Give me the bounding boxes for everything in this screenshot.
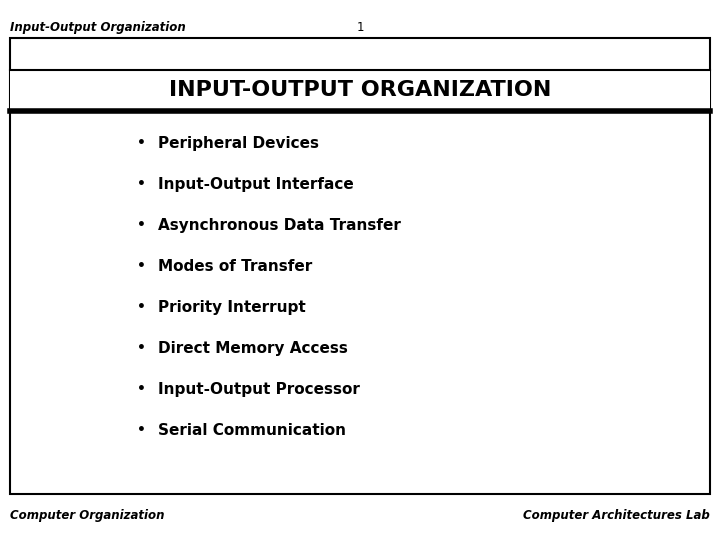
Text: Input-Output Processor: Input-Output Processor <box>158 382 360 397</box>
Text: •: • <box>137 341 145 355</box>
Text: Input-Output Interface: Input-Output Interface <box>158 177 354 192</box>
Text: •: • <box>137 259 145 273</box>
Bar <box>10 70 710 111</box>
Text: •: • <box>137 382 145 396</box>
Text: Serial Communication: Serial Communication <box>158 423 346 438</box>
Text: Peripheral Devices: Peripheral Devices <box>158 136 320 151</box>
Text: •: • <box>137 300 145 314</box>
Text: Asynchronous Data Transfer: Asynchronous Data Transfer <box>158 218 401 233</box>
Text: •: • <box>137 136 145 150</box>
Text: 1: 1 <box>356 21 364 33</box>
Text: Computer Organization: Computer Organization <box>10 509 165 522</box>
Text: Modes of Transfer: Modes of Transfer <box>158 259 312 274</box>
Bar <box>10 38 710 494</box>
Text: INPUT-OUTPUT ORGANIZATION: INPUT-OUTPUT ORGANIZATION <box>168 80 552 100</box>
Text: •: • <box>137 177 145 191</box>
Text: Priority Interrupt: Priority Interrupt <box>158 300 306 315</box>
Text: Direct Memory Access: Direct Memory Access <box>158 341 348 356</box>
Text: Input-Output Organization: Input-Output Organization <box>10 21 186 33</box>
Text: •: • <box>137 423 145 437</box>
Text: •: • <box>137 218 145 232</box>
Text: Computer Architectures Lab: Computer Architectures Lab <box>523 509 710 522</box>
